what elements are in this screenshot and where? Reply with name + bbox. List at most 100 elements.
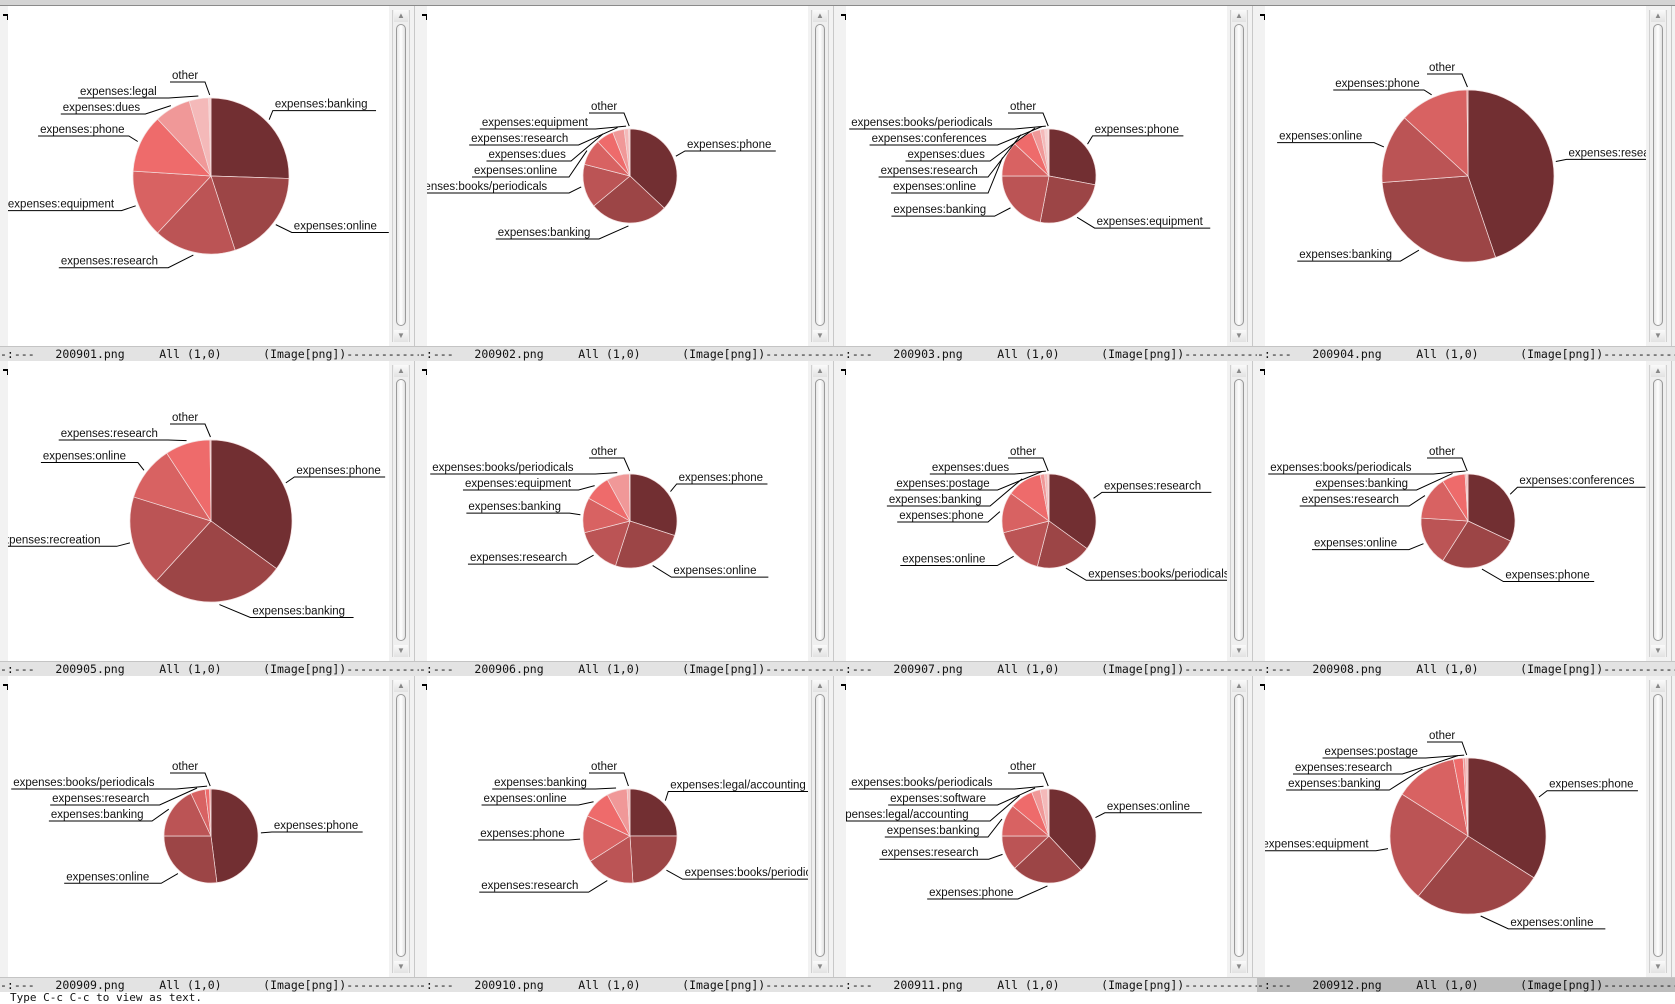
scrollbar-thumb[interactable]	[815, 24, 825, 326]
scroll-down-arrow-icon[interactable]: ▼	[394, 961, 408, 973]
mode-line[interactable]: -:--- 200910.png All (1,0) (Image[png])-…	[419, 977, 838, 992]
modeline-buffer-name[interactable]: 200901.png	[55, 347, 125, 361]
modeline-buffer-name[interactable]: 200909.png	[55, 978, 125, 992]
modeline-buffer-name[interactable]: 200908.png	[1312, 662, 1382, 676]
image-window[interactable]: expenses:phone expenses:online expenses:eq…	[1257, 676, 1675, 992]
scroll-up-arrow-icon[interactable]: ▲	[1651, 680, 1665, 692]
vertical-scrollbar[interactable]: ▲ ▼	[1649, 365, 1667, 657]
modeline-major-mode[interactable]: (Image[png])	[1520, 978, 1604, 992]
image-window[interactable]: expenses:legal/accounting expenses:books/…	[419, 676, 838, 992]
scroll-up-arrow-icon[interactable]: ▲	[1232, 365, 1246, 377]
image-window[interactable]: expenses:phone expenses:banking expenses:b…	[419, 6, 838, 361]
scroll-up-arrow-icon[interactable]: ▲	[394, 365, 408, 377]
scrollbar-thumb[interactable]	[815, 694, 825, 957]
mode-line[interactable]: -:--- 200912.png All (1,0) (Image[png])-…	[1257, 977, 1675, 992]
modeline-major-mode[interactable]: (Image[png])	[1101, 347, 1185, 361]
vertical-scrollbar[interactable]: ▲ ▼	[811, 365, 829, 657]
scrollbar-thumb[interactable]	[396, 379, 406, 641]
mode-line[interactable]: -:--- 200909.png All (1,0) (Image[png])-…	[0, 977, 419, 992]
mode-line[interactable]: -:--- 200904.png All (1,0) (Image[png])-…	[1257, 346, 1675, 361]
vertical-scrollbar[interactable]: ▲ ▼	[392, 680, 410, 973]
scroll-up-arrow-icon[interactable]: ▲	[1232, 680, 1246, 692]
scroll-down-arrow-icon[interactable]: ▼	[813, 330, 827, 342]
window-divider[interactable]	[1671, 6, 1675, 346]
scroll-down-arrow-icon[interactable]: ▼	[813, 961, 827, 973]
scroll-up-arrow-icon[interactable]: ▲	[394, 680, 408, 692]
image-window[interactable]: expenses:conferences expenses:phone expens…	[1257, 361, 1675, 676]
modeline-major-mode[interactable]: (Image[png])	[682, 978, 766, 992]
modeline-buffer-name[interactable]: 200904.png	[1312, 347, 1382, 361]
modeline-major-mode[interactable]: (Image[png])	[1101, 978, 1185, 992]
window-divider[interactable]	[414, 6, 419, 346]
vertical-scrollbar[interactable]: ▲ ▼	[392, 365, 410, 657]
scrollbar-thumb[interactable]	[1234, 694, 1244, 957]
window-divider[interactable]	[1252, 361, 1257, 661]
scroll-down-arrow-icon[interactable]: ▼	[394, 645, 408, 657]
vertical-scrollbar[interactable]: ▲ ▼	[811, 680, 829, 973]
modeline-buffer-name[interactable]: 200911.png	[893, 978, 963, 992]
scroll-up-arrow-icon[interactable]: ▲	[813, 365, 827, 377]
scroll-down-arrow-icon[interactable]: ▼	[1651, 330, 1665, 342]
window-divider[interactable]	[414, 676, 419, 977]
mode-line[interactable]: -:--- 200902.png All (1,0) (Image[png])-…	[419, 346, 838, 361]
modeline-major-mode[interactable]: (Image[png])	[263, 978, 347, 992]
scrollbar-thumb[interactable]	[396, 24, 406, 326]
mode-line[interactable]: -:--- 200905.png All (1,0) (Image[png])-…	[0, 661, 419, 676]
modeline-buffer-name[interactable]: 200906.png	[474, 662, 544, 676]
modeline-major-mode[interactable]: (Image[png])	[682, 662, 766, 676]
image-window[interactable]: expenses:banking expenses:online expenses:…	[0, 6, 419, 361]
window-divider[interactable]	[1252, 676, 1257, 977]
vertical-scrollbar[interactable]: ▲ ▼	[1230, 10, 1248, 342]
mode-line[interactable]: -:--- 200901.png All (1,0) (Image[png])-…	[0, 346, 419, 361]
image-window[interactable]: expenses:research expenses:banking expense…	[1257, 6, 1675, 361]
scroll-up-arrow-icon[interactable]: ▲	[813, 10, 827, 22]
mode-line[interactable]: -:--- 200903.png All (1,0) (Image[png])-…	[838, 346, 1257, 361]
modeline-major-mode[interactable]: (Image[png])	[263, 347, 347, 361]
modeline-major-mode[interactable]: (Image[png])	[263, 662, 347, 676]
scroll-up-arrow-icon[interactable]: ▲	[1651, 10, 1665, 22]
scroll-down-arrow-icon[interactable]: ▼	[1232, 645, 1246, 657]
scrollbar-thumb[interactable]	[1653, 24, 1663, 326]
image-window[interactable]: expenses:phone expenses:equipment expenses…	[838, 6, 1257, 361]
modeline-buffer-name[interactable]: 200905.png	[55, 662, 125, 676]
vertical-scrollbar[interactable]: ▲ ▼	[811, 10, 829, 342]
image-window[interactable]: expenses:research expenses:books/periodic…	[838, 361, 1257, 676]
image-window[interactable]: expenses:online expenses:phone expenses:re…	[838, 676, 1257, 992]
vertical-scrollbar[interactable]: ▲ ▼	[1649, 10, 1667, 342]
scroll-down-arrow-icon[interactable]: ▼	[394, 330, 408, 342]
scroll-down-arrow-icon[interactable]: ▼	[1232, 961, 1246, 973]
modeline-buffer-name[interactable]: 200910.png	[474, 978, 544, 992]
vertical-scrollbar[interactable]: ▲ ▼	[1230, 680, 1248, 973]
mode-line[interactable]: -:--- 200906.png All (1,0) (Image[png])-…	[419, 661, 838, 676]
window-divider[interactable]	[833, 6, 838, 346]
scroll-up-arrow-icon[interactable]: ▲	[813, 680, 827, 692]
modeline-buffer-name[interactable]: 200912.png	[1312, 978, 1382, 992]
scrollbar-thumb[interactable]	[396, 694, 406, 957]
window-divider[interactable]	[833, 676, 838, 977]
mode-line[interactable]: -:--- 200908.png All (1,0) (Image[png])-…	[1257, 661, 1675, 676]
scrollbar-thumb[interactable]	[1653, 379, 1663, 641]
mode-line[interactable]: -:--- 200907.png All (1,0) (Image[png])-…	[838, 661, 1257, 676]
vertical-scrollbar[interactable]: ▲ ▼	[1230, 365, 1248, 657]
modeline-buffer-name[interactable]: 200907.png	[893, 662, 963, 676]
image-window[interactable]: expenses:phone expenses:online expenses:re…	[419, 361, 838, 676]
scroll-down-arrow-icon[interactable]: ▼	[1651, 645, 1665, 657]
mode-line[interactable]: -:--- 200911.png All (1,0) (Image[png])-…	[838, 977, 1257, 992]
scrollbar-thumb[interactable]	[1234, 24, 1244, 326]
scroll-up-arrow-icon[interactable]: ▲	[1232, 10, 1246, 22]
modeline-major-mode[interactable]: (Image[png])	[1101, 662, 1185, 676]
window-divider[interactable]	[414, 361, 419, 661]
window-divider[interactable]	[1671, 361, 1675, 661]
scrollbar-thumb[interactable]	[1653, 694, 1663, 957]
scroll-up-arrow-icon[interactable]: ▲	[1651, 365, 1665, 377]
scroll-down-arrow-icon[interactable]: ▼	[1232, 330, 1246, 342]
window-divider[interactable]	[1252, 6, 1257, 346]
modeline-major-mode[interactable]: (Image[png])	[1520, 347, 1604, 361]
window-divider[interactable]	[833, 361, 838, 661]
image-window[interactable]: expenses:phone expenses:banking expenses:r…	[0, 361, 419, 676]
modeline-major-mode[interactable]: (Image[png])	[682, 347, 766, 361]
scrollbar-thumb[interactable]	[815, 379, 825, 641]
scrollbar-thumb[interactable]	[1234, 379, 1244, 641]
modeline-major-mode[interactable]: (Image[png])	[1520, 662, 1604, 676]
vertical-scrollbar[interactable]: ▲ ▼	[1649, 680, 1667, 973]
